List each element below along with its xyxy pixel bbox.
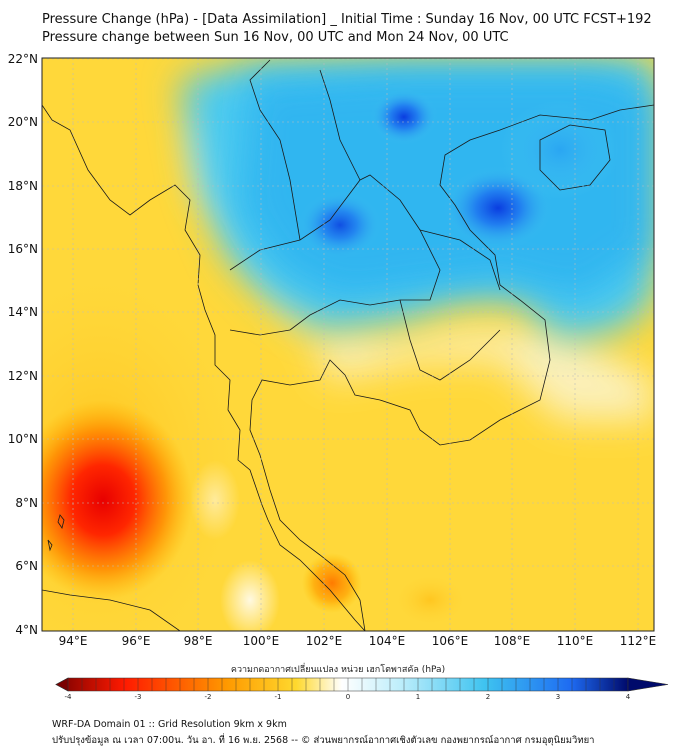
- colorbar-title: ความกดอากาศเปลี่ยนแปลง หน่วย เฮกโตพาสคัล…: [230, 665, 446, 675]
- colorbar-tick: -3: [134, 693, 142, 701]
- lat-label: 16°N: [7, 242, 38, 256]
- colorbar-tick: 2: [485, 693, 491, 701]
- lon-label: 100°E: [242, 634, 280, 648]
- lon-label: 110°E: [556, 634, 594, 648]
- lat-label: 12°N: [7, 369, 38, 383]
- colorbar-tick: 4: [625, 693, 631, 701]
- map-subtitle: Pressure change between Sun 16 Nov, 00 U…: [42, 30, 509, 45]
- lat-label: 18°N: [7, 179, 38, 193]
- lat-label: 14°N: [7, 305, 38, 319]
- lat-label: 22°N: [7, 52, 38, 66]
- lon-label: 98°E: [183, 634, 213, 648]
- colorbar-tick: -2: [204, 693, 212, 701]
- lat-label: 20°N: [7, 115, 38, 129]
- gridlines: [42, 58, 654, 631]
- footer-domain-info: WRF-DA Domain 01 :: Grid Resolution 9km …: [52, 719, 287, 730]
- lon-label: 108°E: [493, 634, 531, 648]
- lat-label: 10°N: [7, 432, 38, 446]
- lon-label: 96°E: [121, 634, 151, 648]
- lon-label: 104°E: [368, 634, 406, 648]
- coastlines: [42, 59, 654, 631]
- colorbar-tick: 1: [415, 693, 421, 701]
- colorbar-tick: -4: [64, 693, 72, 701]
- map-title: Pressure Change (hPa) - [Data Assimilati…: [42, 12, 652, 27]
- lon-label: 102°E: [305, 634, 343, 648]
- lon-label: 106°E: [431, 634, 469, 648]
- lon-label: 94°E: [58, 634, 88, 648]
- lon-label: 112°E: [619, 634, 657, 648]
- lat-label: 4°N: [15, 623, 38, 637]
- lat-label: 8°N: [15, 496, 38, 510]
- colorbar-tick: 0: [345, 693, 351, 701]
- map-frame: [41, 57, 655, 632]
- colorbar-tick: 3: [555, 693, 561, 701]
- colorbar-tick: -1: [274, 693, 282, 701]
- lat-label: 6°N: [15, 559, 38, 573]
- footer-update-credit: ปรับปรุงข้อมูล ณ เวลา 07:00น. วัน อา. ที…: [52, 735, 595, 746]
- pressure-field: [42, 58, 654, 631]
